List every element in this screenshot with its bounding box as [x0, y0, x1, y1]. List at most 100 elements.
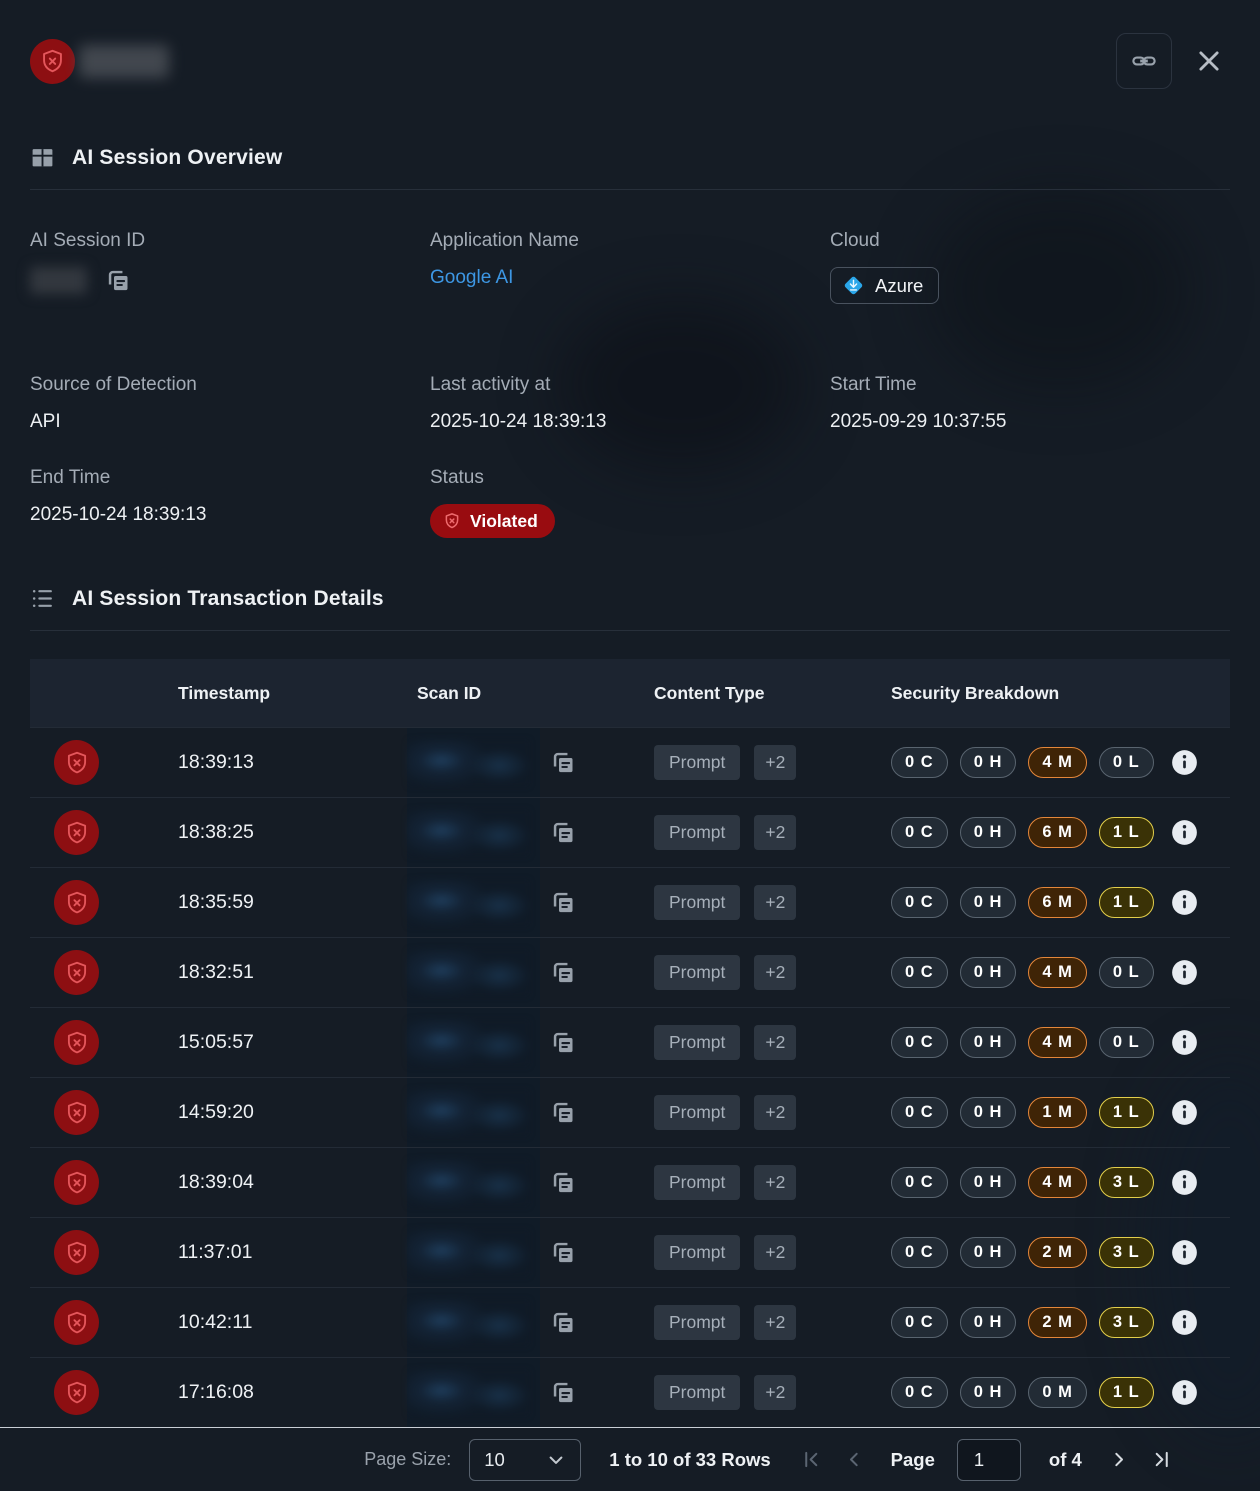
- info-button[interactable]: [1171, 749, 1198, 776]
- last-page-icon: [1151, 1449, 1172, 1470]
- scan-id-cell: [407, 1088, 654, 1137]
- page-number-input[interactable]: [956, 1438, 1021, 1481]
- page-size-value: 10: [484, 1448, 505, 1470]
- info-button[interactable]: [1171, 819, 1198, 846]
- page-size-label: Page Size:: [364, 1449, 452, 1469]
- overview-section-header: AI Session Overview: [30, 145, 1230, 170]
- content-type-more-tag[interactable]: +2: [754, 955, 797, 990]
- content-type-more-tag[interactable]: +2: [754, 885, 797, 920]
- copy-scan-id-button[interactable]: [550, 1169, 577, 1196]
- scan-id-cell: [407, 738, 654, 787]
- copy-session-id-button[interactable]: [105, 267, 132, 294]
- content-type-more-tag[interactable]: +2: [754, 745, 797, 780]
- table-row[interactable]: 18:39:13 Prompt +2 0 C 0 H 4 M 0 L: [30, 727, 1230, 797]
- session-detail-panel: AI Session Overview AI Session ID: [30, 33, 1230, 1427]
- field-label: Start Time: [830, 374, 917, 395]
- severity-pill-low: 0 L: [1098, 957, 1154, 988]
- content-type-more-tag[interactable]: +2: [754, 1095, 797, 1130]
- column-header-content-type: Content Type: [654, 682, 765, 703]
- chevron-down-icon: [546, 1450, 566, 1470]
- copy-scan-id-button[interactable]: [550, 959, 577, 986]
- severity-pill-high: 0 H: [959, 1027, 1017, 1058]
- violation-shield-icon: [54, 1370, 99, 1415]
- page-size-select[interactable]: 10: [469, 1438, 582, 1481]
- table-row[interactable]: 18:39:04 Prompt +2 0 C 0 H 4 M 3 L: [30, 1147, 1230, 1217]
- copy-scan-id-button[interactable]: [550, 1099, 577, 1126]
- violation-shield-icon: [54, 740, 99, 785]
- content-type-tag: Prompt: [654, 1165, 741, 1200]
- copy-scan-id-button[interactable]: [550, 749, 577, 776]
- info-button[interactable]: [1171, 889, 1198, 916]
- security-breakdown-cell: 0 C 0 H 4 M 0 L: [891, 747, 1230, 778]
- table-row[interactable]: 18:35:59 Prompt +2 0 C 0 H 6 M 1 L: [30, 867, 1230, 937]
- content-type-tag: Prompt: [654, 745, 741, 780]
- timestamp-cell: 18:39:04: [178, 1171, 254, 1193]
- session-id-redacted: [30, 267, 87, 294]
- end-time-value: 2025-10-24 18:39:13: [30, 504, 207, 525]
- copy-scan-id-button[interactable]: [550, 1309, 577, 1336]
- table-row[interactable]: 18:38:25 Prompt +2 0 C 0 H 6 M 1 L: [30, 797, 1230, 867]
- severity-pill-critical: 0 C: [891, 1027, 948, 1058]
- info-button[interactable]: [1171, 1239, 1198, 1266]
- copy-scan-id-button[interactable]: [550, 1029, 577, 1056]
- info-button[interactable]: [1171, 1029, 1198, 1056]
- severity-pill-medium: 4 M: [1028, 1167, 1087, 1198]
- field-session-id: AI Session ID: [30, 230, 430, 304]
- info-button[interactable]: [1171, 1169, 1198, 1196]
- last-page-button[interactable]: [1151, 1449, 1172, 1470]
- header-actions: [1116, 33, 1230, 89]
- severity-pill-low: 3 L: [1098, 1237, 1154, 1268]
- application-name-link[interactable]: Google AI: [430, 267, 514, 288]
- next-page-button[interactable]: [1108, 1449, 1129, 1470]
- content-type-more-tag[interactable]: +2: [754, 1375, 797, 1410]
- copy-scan-id-button[interactable]: [550, 889, 577, 916]
- severity-pill-high: 0 H: [959, 1237, 1017, 1268]
- table-row[interactable]: 18:32:51 Prompt +2 0 C 0 H 4 M 0 L: [30, 937, 1230, 1007]
- copy-scan-id-button[interactable]: [550, 1239, 577, 1266]
- content-type-cell: Prompt +2: [654, 1375, 891, 1410]
- field-cloud: Cloud Azure: [830, 230, 1230, 304]
- info-button[interactable]: [1171, 1379, 1198, 1406]
- first-page-button[interactable]: [801, 1449, 822, 1470]
- table-grid-icon: [30, 145, 55, 170]
- scan-id-redacted: [407, 1088, 530, 1137]
- field-last-activity: Last activity at 2025-10-24 18:39:13: [430, 374, 830, 433]
- copy-scan-id-button[interactable]: [550, 819, 577, 846]
- content-type-more-tag[interactable]: +2: [754, 1235, 797, 1270]
- table-row[interactable]: 17:16:08 Prompt +2 0 C 0 H 0 M 1 L: [30, 1357, 1230, 1427]
- severity-pill-medium: 4 M: [1028, 957, 1087, 988]
- status-value: Violated: [470, 510, 538, 531]
- security-breakdown-cell: 0 C 0 H 1 M 1 L: [891, 1097, 1230, 1128]
- scan-id-redacted: [407, 1158, 530, 1207]
- rows-range-text: 1 to 10 of 33 Rows: [609, 1448, 771, 1470]
- info-button[interactable]: [1171, 959, 1198, 986]
- table-row[interactable]: 15:05:57 Prompt +2 0 C 0 H 4 M 0 L: [30, 1007, 1230, 1077]
- close-icon: [1195, 47, 1223, 75]
- content-type-more-tag[interactable]: +2: [754, 815, 797, 850]
- info-icon: [1171, 1029, 1198, 1056]
- field-source-of-detection: Source of Detection API: [30, 374, 430, 433]
- severity-pill-medium: 0 M: [1028, 1377, 1087, 1408]
- copy-scan-id-button[interactable]: [550, 1379, 577, 1406]
- scan-id-redacted: [407, 1018, 530, 1067]
- content-type-more-tag[interactable]: +2: [754, 1165, 797, 1200]
- copy-icon: [550, 1239, 577, 1266]
- severity-pill-critical: 0 C: [891, 1097, 948, 1128]
- previous-page-button[interactable]: [844, 1449, 865, 1470]
- overview-fields-row-1: AI Session ID Application Name Google AI: [30, 230, 1230, 304]
- overview-fields-row-3: End Time 2025-10-24 18:39:13 Status Viol…: [30, 467, 1230, 538]
- table-row[interactable]: 10:42:11 Prompt +2 0 C 0 H 2 M 3 L: [30, 1287, 1230, 1357]
- content-type-more-tag[interactable]: +2: [754, 1305, 797, 1340]
- info-button[interactable]: [1171, 1309, 1198, 1336]
- table-row[interactable]: 14:59:20 Prompt +2 0 C 0 H 1 M 1 L: [30, 1077, 1230, 1147]
- table-row[interactable]: 11:37:01 Prompt +2 0 C 0 H 2 M 3 L: [30, 1217, 1230, 1287]
- page-label: Page: [890, 1448, 935, 1470]
- severity-pill-high: 0 H: [959, 957, 1017, 988]
- copy-link-button[interactable]: [1116, 33, 1172, 89]
- content-type-cell: Prompt +2: [654, 815, 891, 850]
- severity-pill-low: 0 L: [1098, 1027, 1154, 1058]
- content-type-more-tag[interactable]: +2: [754, 1025, 797, 1060]
- info-button[interactable]: [1171, 1099, 1198, 1126]
- scan-id-cell: [407, 1228, 654, 1277]
- close-button[interactable]: [1188, 40, 1230, 82]
